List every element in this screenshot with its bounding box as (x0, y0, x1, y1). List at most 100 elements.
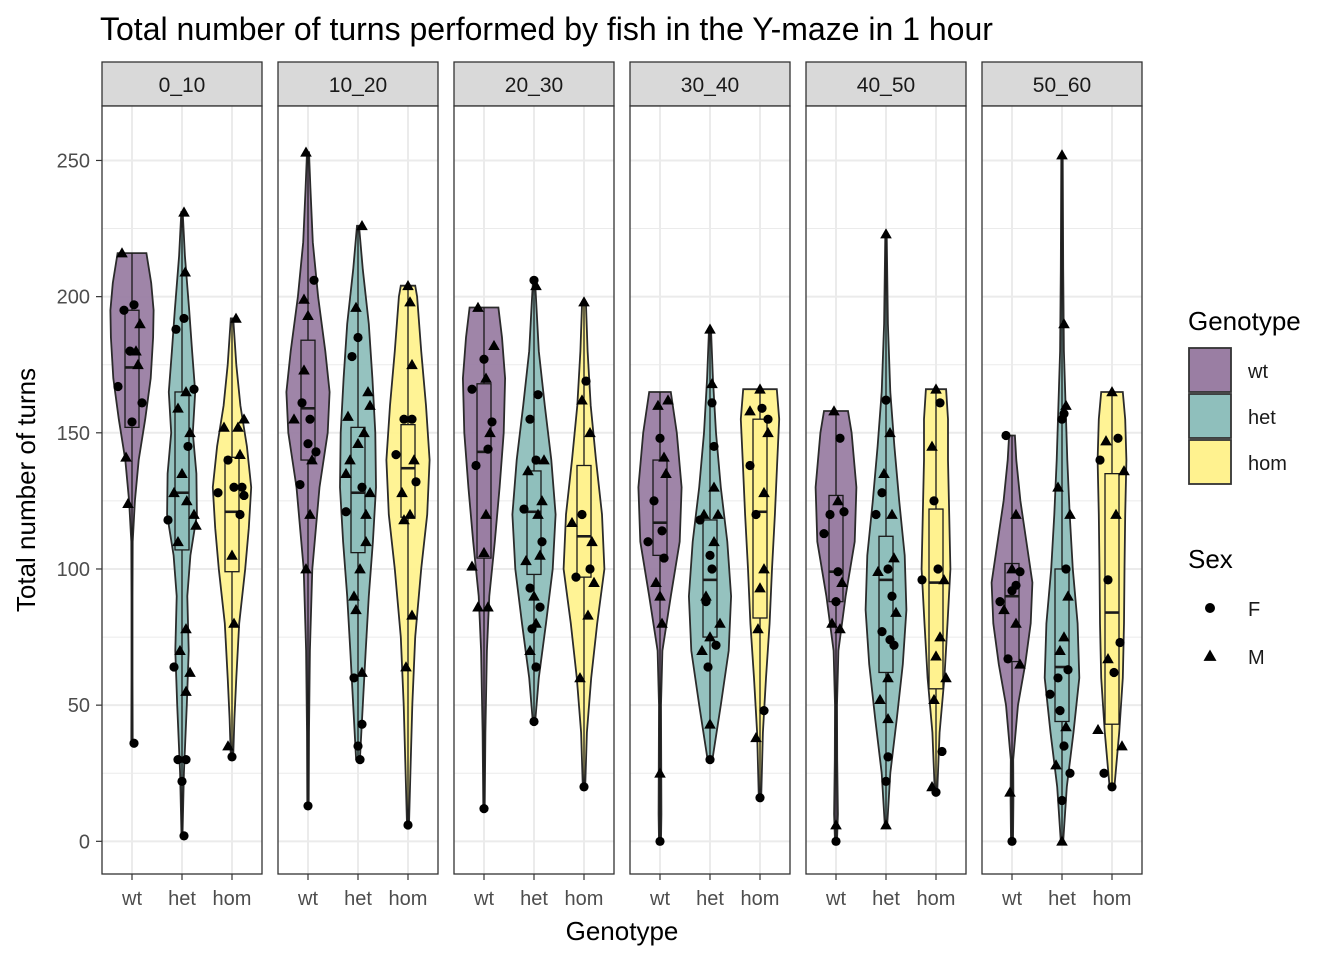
x-tick-label: hom (389, 888, 428, 910)
point-male (1004, 786, 1016, 797)
point-female (1103, 575, 1113, 585)
box (928, 508, 944, 690)
facet-strip-label: 30_40 (681, 74, 739, 97)
point-male (288, 413, 300, 424)
point-male (890, 606, 902, 617)
point-female (755, 793, 765, 803)
point-female (113, 381, 123, 392)
point-female (881, 395, 891, 405)
point-male (714, 617, 726, 628)
point-male (874, 693, 886, 705)
point-female (649, 496, 659, 506)
point-male (1050, 759, 1062, 770)
point-female (877, 627, 887, 637)
point-female (833, 567, 843, 577)
facet-strip-label: 0_10 (159, 74, 206, 97)
point-male (656, 617, 668, 628)
point-female (519, 504, 529, 514)
point-male (532, 508, 544, 519)
point-male (1116, 740, 1128, 751)
point-female (529, 716, 539, 727)
point-female (831, 597, 841, 607)
x-tick-label: hom (565, 888, 604, 910)
point-female (181, 755, 191, 765)
point-male (660, 467, 672, 479)
point-female (655, 433, 665, 443)
point-female (887, 591, 897, 601)
point-male (1010, 508, 1022, 519)
violin-group-wt (109, 247, 155, 748)
violin-group-het (163, 206, 202, 841)
point-female (711, 640, 721, 650)
point-male (482, 601, 494, 612)
point-female (311, 447, 321, 457)
point-female (877, 488, 887, 498)
point-female (1011, 580, 1021, 590)
point-female (883, 564, 893, 574)
point-female (1059, 409, 1069, 419)
point-male (180, 623, 192, 634)
x-tick-label: wt (297, 888, 318, 910)
point-male (300, 563, 312, 574)
point-female (1061, 564, 1071, 574)
point-female (407, 414, 417, 424)
point-male (478, 546, 490, 557)
point-male (536, 495, 548, 506)
y-axis-title: Total number of turns (11, 368, 41, 612)
x-tick-label: hom (741, 888, 780, 910)
point-female (347, 351, 357, 362)
point-male (1102, 653, 1114, 664)
point-male (1056, 149, 1068, 160)
point-male (882, 672, 894, 683)
point-female (937, 746, 947, 757)
point-male (880, 819, 892, 830)
facet-strip (981, 61, 1143, 107)
point-female (935, 398, 945, 408)
legend-label-het: het (1248, 407, 1276, 429)
point-male (712, 508, 724, 519)
point-male (578, 296, 590, 307)
point-female (1113, 433, 1123, 443)
point-male (1060, 399, 1072, 410)
x-tick-label: het (872, 888, 900, 910)
point-male (116, 247, 128, 258)
point-female (533, 390, 543, 400)
box (526, 470, 542, 576)
point-male (872, 565, 884, 577)
point-male (524, 644, 536, 656)
point-male (886, 508, 898, 519)
point-male (352, 437, 364, 449)
facet-strip (101, 61, 263, 107)
point-female (357, 482, 367, 492)
point-male (934, 631, 946, 642)
violin-group-hom (385, 279, 431, 830)
point-male (834, 623, 846, 634)
point-male (230, 312, 242, 323)
point-male (538, 454, 550, 465)
point-male (480, 508, 492, 519)
box (576, 464, 592, 578)
point-male (878, 467, 890, 479)
point-female (703, 662, 713, 672)
point-female (127, 417, 137, 427)
violin-group-het (1043, 149, 1081, 846)
point-male (758, 486, 770, 498)
point-male (762, 427, 774, 438)
x-tick-label: het (696, 888, 724, 910)
point-female (1059, 741, 1069, 751)
point-female (177, 776, 187, 787)
point-male (306, 454, 318, 465)
point-male (1052, 481, 1064, 492)
point-male (938, 574, 950, 585)
point-male (754, 383, 766, 394)
point-male (222, 740, 234, 751)
point-female (391, 449, 401, 460)
point-female (179, 831, 189, 841)
point-male (658, 451, 670, 462)
point-male (180, 685, 192, 696)
point-female (471, 460, 481, 471)
point-female (355, 755, 365, 765)
point-female (171, 324, 181, 334)
